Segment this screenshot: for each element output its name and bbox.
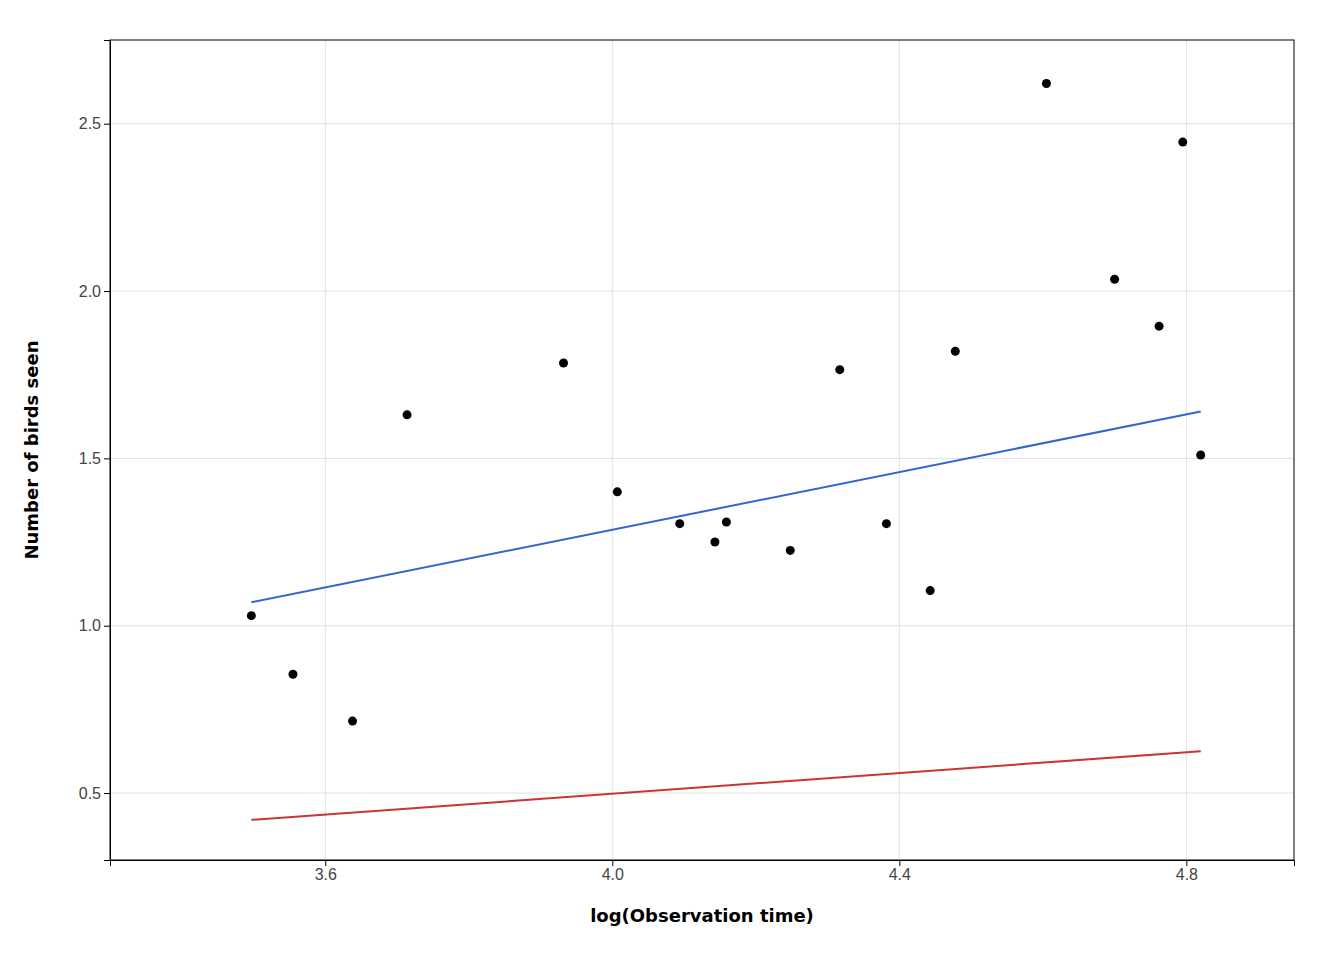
- grid-line-x: [612, 40, 613, 860]
- x-axis-tick-label: 3.6: [315, 866, 337, 883]
- grid-line-x: [1186, 40, 1187, 860]
- point: [403, 410, 412, 419]
- point: [675, 519, 684, 528]
- y-axis-tick: 2.0: [79, 283, 110, 300]
- y-axis-tick-mark: [104, 124, 110, 125]
- point: [835, 365, 844, 374]
- plot-frame: [110, 40, 1294, 860]
- grid-line-x: [325, 40, 326, 860]
- grid-line-y: [110, 458, 1294, 459]
- grid-line-y: [110, 291, 1294, 292]
- point: [926, 586, 935, 595]
- x-axis-tick: 4.8: [1176, 860, 1198, 883]
- point: [613, 487, 622, 496]
- y-axis: 0.5 1.0 1.5 2.0 2.5: [79, 41, 111, 861]
- x-axis-tick-label: 4.0: [602, 866, 624, 883]
- y-axis-line: [104, 41, 111, 861]
- chart: 3.6 4.0 4.4 4.8 0.5 1.0 1.5 2.0 2.5 log(Observati…: [0, 0, 1344, 960]
- grid-line-y: [110, 793, 1294, 794]
- x-axis-tick-label: 4.8: [1176, 866, 1198, 883]
- point: [288, 670, 297, 679]
- y-axis-tick-mark: [104, 626, 110, 627]
- x-axis-tick-label: 4.4: [889, 866, 911, 883]
- x-axis-tick: 4.4: [889, 860, 911, 883]
- points: [247, 79, 1205, 726]
- point: [710, 538, 719, 547]
- x-axis-tick-mark: [899, 860, 900, 866]
- x-axis: 3.6 4.0 4.4 4.8: [111, 860, 1295, 883]
- x-axis-tick: 4.0: [602, 860, 624, 883]
- point: [247, 611, 256, 620]
- point: [1155, 322, 1164, 331]
- x-axis-line: [111, 861, 1295, 867]
- y-axis-title: Number of birds seen: [21, 340, 42, 559]
- plot: 3.6 4.0 4.4 4.8 0.5 1.0 1.5 2.0 2.5 log(Observati…: [21, 40, 1295, 926]
- marks: [247, 79, 1205, 820]
- point: [348, 717, 357, 726]
- y-axis-tick: 1.0: [79, 617, 110, 634]
- point: [1178, 138, 1187, 147]
- point: [1196, 451, 1205, 460]
- y-axis-tick-mark: [104, 458, 110, 459]
- line: [251, 751, 1200, 820]
- y-axis-tick: 2.5: [79, 115, 110, 132]
- y-axis-tick-label: 2.0: [79, 283, 101, 300]
- y-axis-tick-label: 1.5: [79, 450, 101, 467]
- point: [951, 347, 960, 356]
- y-axis-tick-mark: [104, 793, 110, 794]
- point: [786, 546, 795, 555]
- x-axis-tick-mark: [1186, 860, 1187, 866]
- point: [722, 517, 731, 526]
- y-axis-tick: 1.5: [79, 450, 110, 467]
- y-axis-tick: 0.5: [79, 785, 110, 802]
- y-axis-tick-mark: [104, 291, 110, 292]
- point: [1110, 275, 1119, 284]
- grid-line-x: [899, 40, 900, 860]
- x-axis-title: log(Observation time): [590, 905, 814, 926]
- y-axis-tick-label: 1.0: [79, 617, 101, 634]
- grid-line-y: [110, 625, 1294, 626]
- y-axis-tick-label: 0.5: [79, 785, 101, 802]
- x-axis-tick: 3.6: [315, 860, 337, 883]
- line: [251, 412, 1200, 603]
- grid-line-y: [110, 123, 1294, 124]
- point: [1042, 79, 1051, 88]
- y-axis-tick-label: 2.5: [79, 115, 101, 132]
- x-axis-tick-mark: [612, 860, 613, 866]
- grid: [110, 40, 1294, 860]
- point: [559, 358, 568, 367]
- x-axis-tick-mark: [325, 860, 326, 866]
- point: [882, 519, 891, 528]
